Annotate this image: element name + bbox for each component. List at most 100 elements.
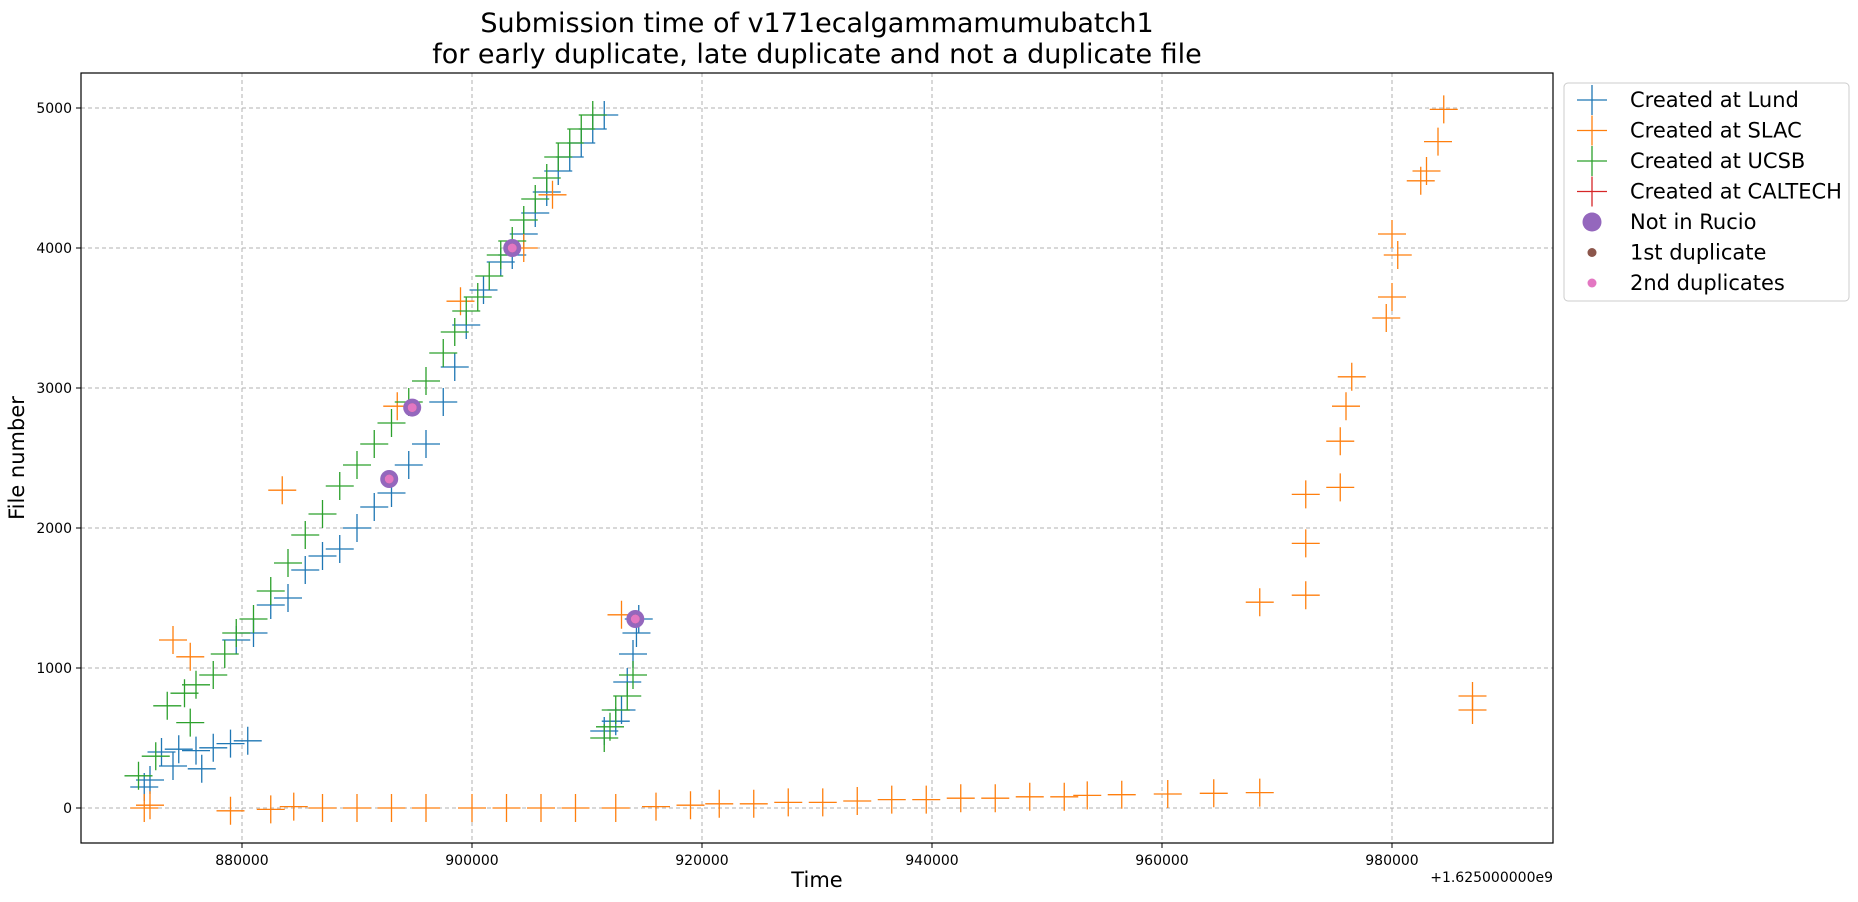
series-2nd-duplicates <box>384 243 640 624</box>
x-tick-label: 920000 <box>675 853 728 869</box>
point-created-at-slac <box>136 791 164 820</box>
x-axis-offset-label: +1.625000000e9 <box>1430 870 1553 886</box>
point-created-at-slac <box>1291 581 1320 610</box>
point-created-at-slac <box>981 784 1010 813</box>
point-created-at-ucsb <box>412 367 440 395</box>
point-created-at-lund <box>187 754 216 783</box>
point-created-at-ucsb <box>256 577 285 605</box>
series-created-at-ucsb <box>124 101 647 790</box>
legend-marker-not-in-rucio <box>1582 212 1602 232</box>
point-created-at-ucsb <box>343 451 371 479</box>
point-created-at-lund <box>360 493 389 521</box>
legend-marker-created-at-slac <box>1577 115 1607 146</box>
point-created-at-slac <box>1199 779 1228 808</box>
chart-title-line-1: Submission time of v171ecalgammamumubatc… <box>480 8 1153 39</box>
point-created-at-ucsb <box>590 724 619 752</box>
point-created-at-slac <box>1337 362 1366 391</box>
point-created-at-slac <box>343 794 371 822</box>
legend-marker-created-at-caltech <box>1577 176 1607 207</box>
point-created-at-slac <box>1245 588 1274 617</box>
plot-frame <box>80 72 1554 844</box>
legend-frame <box>1563 82 1850 302</box>
point-created-at-ucsb <box>308 500 337 528</box>
point-created-at-ucsb <box>567 115 596 143</box>
point-created-at-lund <box>233 726 262 755</box>
data-points <box>124 95 1487 825</box>
y-axis-label: File number <box>5 396 29 520</box>
legend-marker-1st-duplicate <box>1587 248 1597 257</box>
point-created-at-ucsb <box>360 430 389 458</box>
legend-label-1st-duplicate: 1st duplicate <box>1630 241 1766 265</box>
legend-label-created-at-slac: Created at SLAC <box>1630 119 1802 143</box>
point-created-at-lund <box>469 276 498 304</box>
point-created-at-slac <box>1429 95 1458 124</box>
y-tick-label: 2000 <box>36 521 72 537</box>
axis-ticks: 880000 900000 920000 940000 960000 980000 0 100… <box>36 101 1418 869</box>
point-created-at-ucsb <box>475 262 504 290</box>
point-created-at-lund <box>325 535 354 563</box>
y-tick-label: 1000 <box>36 661 72 677</box>
point-created-at-lund <box>308 542 337 570</box>
point-2nd-duplicates <box>407 403 417 413</box>
point-created-at-slac <box>159 626 187 654</box>
point-created-at-slac <box>1378 220 1406 248</box>
series-created-at-lund <box>130 101 653 801</box>
point-created-at-slac <box>808 788 837 817</box>
point-created-at-ucsb <box>325 472 354 500</box>
point-created-at-slac <box>843 787 872 815</box>
point-created-at-ucsb <box>509 206 538 234</box>
point-created-at-slac <box>1378 283 1406 311</box>
point-created-at-lund <box>274 584 302 612</box>
point-created-at-ucsb <box>601 696 630 724</box>
point-created-at-slac <box>538 180 567 209</box>
point-created-at-ucsb <box>153 691 182 720</box>
point-created-at-lund <box>394 451 423 479</box>
legend-marker-created-at-lund <box>1577 85 1607 115</box>
point-created-at-slac <box>1245 778 1274 807</box>
y-tick-label: 5000 <box>36 101 72 117</box>
x-tick-label: 940000 <box>905 853 958 869</box>
point-created-at-lund <box>412 430 440 458</box>
point-created-at-ucsb <box>532 164 561 192</box>
point-created-at-ucsb <box>291 521 320 549</box>
grid-lines <box>81 73 1553 843</box>
point-created-at-slac <box>268 476 297 505</box>
point-created-at-slac <box>1372 304 1401 332</box>
point-created-at-ucsb <box>452 297 481 325</box>
point-created-at-slac <box>1458 696 1487 724</box>
point-created-at-slac <box>1015 782 1044 811</box>
point-created-at-slac <box>1073 781 1102 810</box>
point-created-at-ucsb <box>596 712 624 741</box>
point-created-at-ucsb <box>555 129 584 157</box>
point-created-at-slac <box>676 791 705 820</box>
legend-marker-2nd-duplicates <box>1587 278 1597 288</box>
point-created-at-lund <box>343 514 371 542</box>
point-created-at-slac <box>1424 127 1452 156</box>
legend-label-created-at-caltech: Created at CALTECH <box>1630 180 1842 204</box>
x-tick-label: 960000 <box>1135 853 1188 869</box>
point-created-at-slac <box>774 788 803 817</box>
point-created-at-ucsb <box>141 742 170 771</box>
point-created-at-ucsb <box>544 143 573 171</box>
point-created-at-slac <box>1332 392 1360 421</box>
point-created-at-slac <box>642 792 670 821</box>
series-created-at-slac <box>130 95 1487 825</box>
point-created-at-ucsb <box>222 619 251 647</box>
point-2nd-duplicates <box>630 614 640 624</box>
point-created-at-slac <box>1326 473 1355 502</box>
point-created-at-slac <box>1050 782 1079 811</box>
point-created-at-slac <box>308 794 337 822</box>
point-created-at-slac <box>412 794 440 822</box>
point-created-at-ucsb <box>170 679 199 708</box>
point-created-at-ucsb <box>463 283 492 311</box>
y-tick-label: 4000 <box>36 241 72 257</box>
point-created-at-slac <box>492 794 521 822</box>
point-created-at-lund <box>291 556 320 584</box>
point-created-at-ucsb <box>176 708 205 737</box>
point-created-at-slac <box>601 794 630 822</box>
x-axis-label: Time <box>790 868 842 892</box>
point-created-at-slac <box>739 789 768 818</box>
x-tick-label: 900000 <box>445 853 498 869</box>
point-created-at-lund <box>440 353 469 381</box>
point-created-at-slac <box>946 784 975 813</box>
